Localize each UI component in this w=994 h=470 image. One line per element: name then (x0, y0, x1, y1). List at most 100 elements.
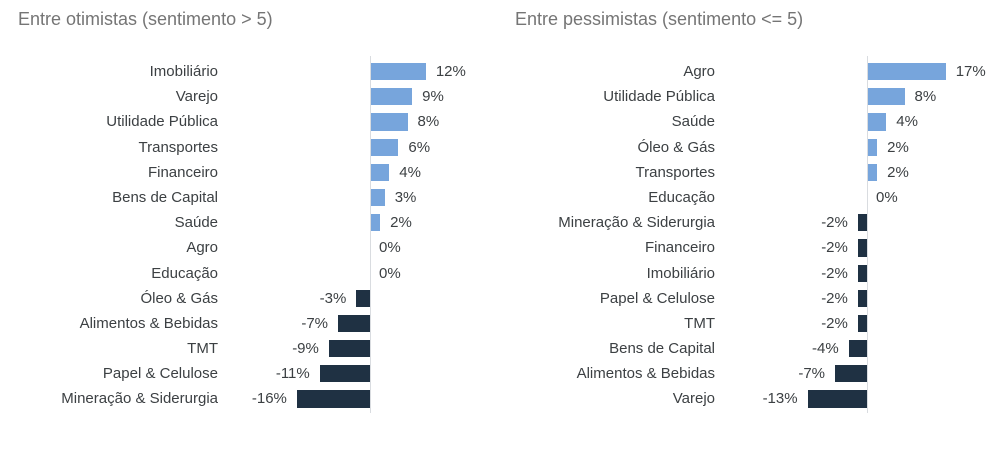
value-label: 9% (422, 88, 444, 106)
negative-bar (319, 365, 370, 383)
value-label: 3% (394, 188, 417, 206)
value-label: 0% (379, 239, 401, 257)
category-label: Bens de Capital (112, 188, 218, 206)
category-label: Varejo (672, 390, 715, 408)
category-label: Utilidade Pública (106, 113, 218, 131)
positive-bar (371, 113, 408, 131)
value-label: -2% (821, 264, 848, 282)
positive-bar (868, 88, 905, 106)
category-label: Papel & Celulose (599, 289, 715, 307)
value-label: 12% (435, 63, 466, 80)
category-label: Bens de Capital (609, 340, 715, 358)
bar-row: Imobiliário -2% (497, 261, 994, 286)
negative-bar (857, 264, 867, 282)
value-label: -7% (301, 314, 329, 332)
chart-pessimists: Entre pessimistas (sentimento <= 5) Agro… (497, 0, 994, 470)
bar-row: Papel & Celulose -11% (0, 361, 497, 386)
category-label: Educação (648, 188, 715, 206)
value-label: 2% (887, 163, 909, 181)
bar-row: Agro 17% (497, 59, 994, 84)
category-label: Transportes (138, 138, 218, 156)
value-label: -2% (821, 314, 848, 332)
negative-bar (356, 289, 370, 307)
bar-row: Varejo 9% (0, 84, 497, 109)
negative-bar (835, 365, 867, 383)
category-label: Imobiliário (646, 264, 715, 282)
category-label: Papel & Celulose (102, 365, 218, 383)
category-label: Agro (186, 239, 218, 257)
chart-optimists: Entre otimistas (sentimento > 5) Imobili… (0, 9, 497, 413)
bar-row: Óleo & Gás -3% (0, 286, 497, 311)
category-label: TMT (187, 340, 218, 358)
value-label: 8% (914, 88, 937, 106)
category-label: Alimentos & Bebidas (79, 314, 218, 332)
category-label: Transportes (635, 163, 715, 181)
negative-bar (296, 390, 370, 408)
negative-bar (338, 314, 370, 333)
negative-bar (857, 289, 867, 307)
category-label: Óleo & Gás (637, 138, 715, 156)
negative-bar (807, 390, 867, 408)
category-label: Mineração & Siderurgia (558, 214, 715, 232)
bar-row: Agro 0% (0, 235, 497, 260)
category-label: Financeiro (644, 239, 715, 257)
category-label: Financeiro (147, 163, 218, 181)
bar-row: Mineração & Siderurgia -16% (0, 386, 497, 411)
bar-row: Financeiro 4% (0, 160, 497, 185)
value-label: 0% (379, 264, 401, 282)
positive-bar (868, 163, 878, 181)
category-label: Mineração & Siderurgia (61, 390, 218, 408)
bar-row: Varejo -13% (497, 386, 994, 411)
value-label: 0% (876, 188, 898, 206)
bar-row: Mineração & Siderurgia -2% (497, 210, 994, 235)
value-label: -4% (812, 340, 839, 358)
value-label: 4% (896, 113, 918, 131)
bar-row: Utilidade Pública 8% (0, 109, 497, 134)
value-label: -9% (292, 340, 319, 358)
value-label: 4% (399, 163, 421, 181)
bar-row: Saúde 2% (0, 210, 497, 235)
value-label: -2% (821, 214, 848, 232)
negative-bar (848, 340, 867, 358)
positive-bar (371, 138, 399, 156)
category-label: Óleo & Gás (140, 289, 218, 307)
chart-pessimists-baseline-axis (867, 56, 868, 413)
negative-bar (857, 314, 867, 333)
value-label: 6% (408, 138, 431, 156)
positive-bar (371, 63, 426, 81)
value-label: -7% (798, 365, 826, 383)
category-label: Alimentos & Bebidas (576, 365, 715, 383)
bar-row: Bens de Capital 3% (0, 185, 497, 210)
bar-row: Alimentos & Bebidas -7% (497, 361, 994, 386)
bar-row: Imobiliário 12% (0, 59, 497, 84)
bar-row: TMT -9% (0, 336, 497, 361)
bar-row: Saúde 4% (497, 109, 994, 134)
category-label: Utilidade Pública (603, 88, 715, 106)
positive-bar (371, 163, 390, 181)
bar-row: Educação 0% (497, 185, 994, 210)
positive-bar (371, 88, 413, 106)
bar-row: Transportes 6% (0, 135, 497, 160)
chart-pessimists-title: Entre pessimistas (sentimento <= 5) (515, 9, 804, 29)
positive-bar (868, 63, 946, 81)
value-label: -2% (821, 289, 848, 307)
bar-row: Utilidade Pública 8% (497, 84, 994, 109)
positive-bar (868, 113, 887, 131)
positive-bar (371, 214, 381, 232)
category-label: Imobiliário (149, 63, 218, 80)
bar-row: Alimentos & Bebidas -7% (0, 311, 497, 336)
category-label: Saúde (174, 214, 218, 232)
chart-pessimists-rows: Agro 17% Utilidade Pública 8% Saúde 4% Óleo & … (497, 59, 994, 412)
value-label: 2% (390, 214, 412, 232)
bar-row: Papel & Celulose -2% (497, 286, 994, 311)
value-label: -2% (821, 239, 848, 257)
category-label: Agro (683, 63, 715, 80)
positive-bar (371, 188, 385, 207)
category-label: Saúde (671, 113, 715, 131)
bar-row: Educação 0% (0, 261, 497, 286)
chart-optimists-baseline-axis (370, 56, 371, 413)
value-label: -13% (762, 390, 798, 408)
bar-row: Bens de Capital -4% (497, 336, 994, 361)
value-label: -11% (275, 365, 310, 383)
